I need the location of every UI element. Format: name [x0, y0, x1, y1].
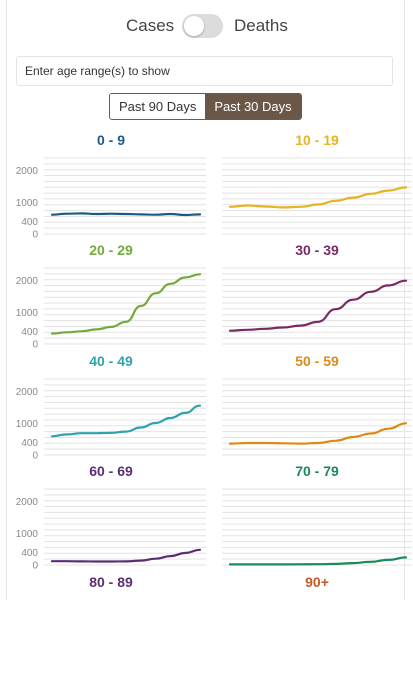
- age-chart-title: 60 - 69: [89, 463, 133, 479]
- age-chart-title: 30 - 39: [295, 242, 339, 258]
- age-chart-panel: 40 - 49 0 400 1000 2000: [16, 353, 206, 461]
- y-tick-label: 0: [32, 451, 38, 462]
- y-tick-label: 400: [21, 217, 38, 228]
- y-tick-label: 400: [21, 327, 38, 338]
- series-line: [50, 548, 202, 563]
- y-tick-label: 1000: [16, 419, 38, 430]
- y-tick-label: 400: [21, 438, 38, 449]
- line-chart: [222, 378, 412, 456]
- deaths-label[interactable]: Deaths: [234, 16, 288, 35]
- metric-toggle: Cases Deaths: [0, 11, 413, 41]
- age-chart-panel: 10 - 19: [222, 132, 412, 240]
- y-tick-label: 2000: [16, 387, 38, 398]
- line-chart: [222, 157, 412, 235]
- age-chart-panel: 0 - 9 0 400 1000 2000: [16, 132, 206, 240]
- series-line: [228, 556, 408, 566]
- cases-label[interactable]: Cases: [126, 16, 175, 35]
- past-90-days-button[interactable]: Past 90 Days: [110, 94, 206, 119]
- past-30-days-button[interactable]: Past 30 Days: [205, 94, 301, 119]
- line-chart: 0 400 1000 2000: [16, 488, 206, 572]
- y-tick-label: 0: [32, 230, 38, 241]
- series-line: [50, 212, 202, 217]
- line-chart: [222, 267, 412, 345]
- line-chart: [222, 488, 412, 566]
- age-chart-panel: 70 - 79: [222, 463, 412, 571]
- age-range-input[interactable]: [16, 56, 393, 86]
- age-chart-title: 0 - 9: [96, 132, 125, 148]
- y-tick-label: 0: [32, 561, 38, 572]
- page-left-border: [6, 0, 7, 600]
- switch-knob: [184, 16, 204, 36]
- date-range-selector: Past 90 Days Past 30 Days: [109, 93, 302, 120]
- y-tick-label: 1000: [16, 198, 38, 209]
- series-line: [50, 273, 202, 335]
- age-chart-panel: 80 - 89: [16, 574, 206, 682]
- age-chart-panel: 20 - 29 0 400 1000 2000: [16, 242, 206, 350]
- line-chart: 0 400 1000 2000: [16, 267, 206, 351]
- cases-deaths-switch[interactable]: [182, 14, 223, 38]
- y-tick-label: 2000: [16, 166, 38, 177]
- series-line: [228, 186, 408, 209]
- line-chart: 0 400 1000 2000: [16, 378, 206, 462]
- y-tick-label: 1000: [16, 529, 38, 540]
- age-chart-panel: 50 - 59: [222, 353, 412, 461]
- line-chart: 0 400 1000 2000: [16, 157, 206, 241]
- y-tick-label: 2000: [16, 276, 38, 287]
- age-chart-title: 50 - 59: [295, 353, 339, 369]
- age-chart-panel: 90+: [222, 574, 412, 682]
- age-chart-title: 80 - 89: [89, 574, 133, 590]
- age-chart-title: 20 - 29: [89, 242, 133, 258]
- age-chart-panel: 60 - 69 0 400 1000 2000: [16, 463, 206, 571]
- series-line: [228, 279, 408, 332]
- y-tick-label: 400: [21, 548, 38, 559]
- y-tick-label: 0: [32, 340, 38, 351]
- page-right-border: [404, 0, 405, 600]
- age-chart-title: 70 - 79: [295, 463, 339, 479]
- y-tick-label: 2000: [16, 497, 38, 508]
- age-chart-title: 40 - 49: [89, 353, 133, 369]
- age-chart-title: 10 - 19: [295, 132, 339, 148]
- age-chart-title: 90+: [305, 574, 329, 590]
- series-line: [50, 404, 202, 438]
- series-line: [228, 422, 408, 445]
- age-chart-panel: 30 - 39: [222, 242, 412, 350]
- y-tick-label: 1000: [16, 308, 38, 319]
